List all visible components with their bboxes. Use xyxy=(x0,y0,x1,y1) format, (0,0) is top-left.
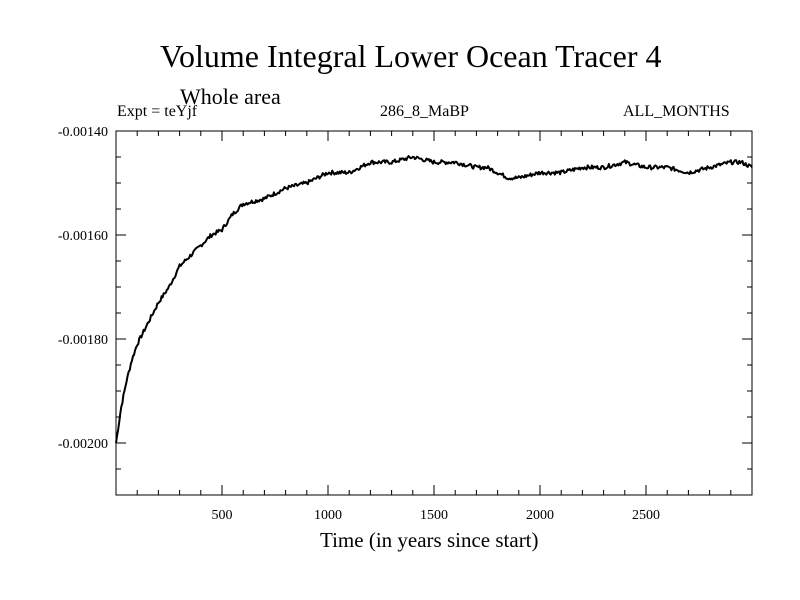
chart-subtitle: Whole area xyxy=(180,84,281,109)
y-tick-label: -0.00140 xyxy=(58,125,108,140)
x-axis-label: Time (in years since start) xyxy=(320,528,539,552)
x-tick-label: 2000 xyxy=(526,508,554,523)
run-label: 286_8_MaBP xyxy=(380,103,469,120)
y-tick-label: -0.00180 xyxy=(58,333,108,348)
x-tick-label: 2500 xyxy=(632,508,660,523)
series-line xyxy=(115,155,753,444)
x-tick-label: 500 xyxy=(212,508,233,523)
x-tick-label: 1500 xyxy=(420,508,448,523)
y-tick-label: -0.00200 xyxy=(58,437,108,452)
axis-ticks: 500 1000 1500 2000 2500 -0.00140 -0.00160 -0.00… xyxy=(58,125,752,523)
chart-title: Volume Integral Lower Ocean Tracer 4 xyxy=(160,38,662,74)
x-tick-label: 1000 xyxy=(314,508,342,523)
experiment-label: Expt = teYjf xyxy=(117,103,198,120)
period-label: ALL_MONTHS xyxy=(623,103,730,120)
plot-frame xyxy=(115,130,753,496)
y-tick-label: -0.00160 xyxy=(58,229,108,244)
